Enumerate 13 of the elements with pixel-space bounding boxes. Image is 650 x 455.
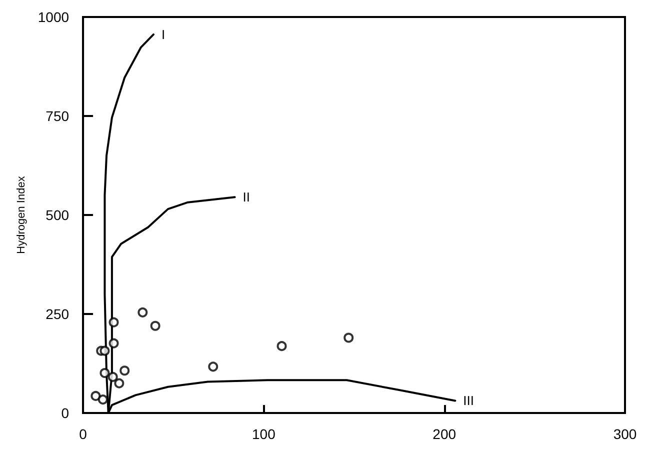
y-axis-title: Hydrogen Index (16, 176, 28, 254)
y-tick-label: 250 (46, 306, 70, 322)
x-tick-label: 200 (432, 426, 456, 442)
y-tick-label: 0 (61, 405, 70, 421)
series-label: I (162, 26, 166, 42)
series-label: II (242, 190, 250, 205)
x-tick-label: 300 (613, 426, 637, 442)
x-tick-label: 100 (252, 426, 276, 442)
series-label: III (463, 393, 474, 408)
y-tick-label: 500 (46, 207, 70, 223)
x-tick-label: 0 (79, 426, 88, 442)
y-tick-label: 1000 (38, 9, 70, 25)
y-tick-label: 750 (46, 108, 70, 124)
